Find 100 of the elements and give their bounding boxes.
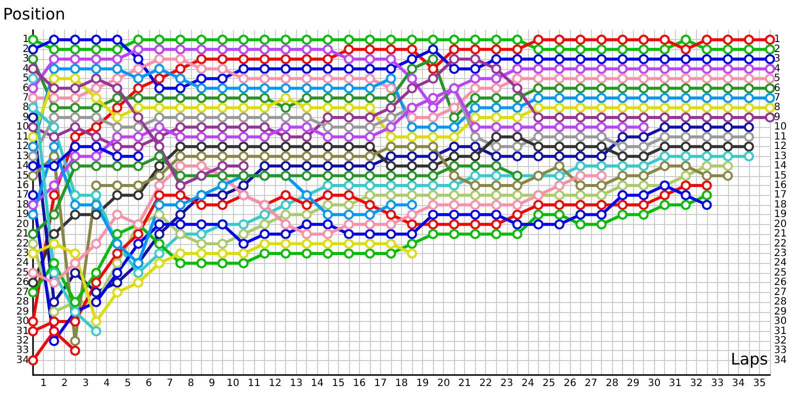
point: [407, 151, 418, 162]
point: [512, 190, 522, 200]
point: [660, 83, 670, 94]
point: [260, 112, 270, 122]
point: [428, 170, 438, 181]
point: [428, 74, 438, 84]
point: [618, 132, 628, 142]
point: [722, 142, 733, 152]
point: [154, 54, 164, 64]
x-tick-label: 10: [226, 378, 240, 389]
point: [154, 102, 164, 113]
point: [364, 34, 375, 45]
point: [618, 200, 628, 210]
point: [28, 326, 38, 336]
point: [449, 219, 460, 230]
point: [112, 102, 122, 113]
point: [91, 238, 102, 249]
point: [407, 210, 418, 220]
point: [554, 142, 564, 152]
point: [575, 54, 586, 64]
point: [702, 34, 712, 45]
point: [91, 151, 102, 162]
point: [596, 170, 607, 181]
point: [449, 200, 460, 210]
point: [112, 210, 122, 220]
point: [91, 44, 102, 54]
point: [470, 132, 480, 142]
point: [91, 190, 102, 200]
point: [428, 112, 438, 122]
point: [364, 248, 375, 259]
point: [49, 268, 60, 278]
point: [428, 44, 438, 54]
point: [660, 112, 670, 122]
point: [491, 54, 502, 64]
point: [575, 64, 586, 74]
point: [744, 151, 754, 162]
point: [386, 44, 396, 54]
point: [70, 248, 80, 259]
point: [196, 161, 206, 172]
point: [554, 180, 564, 190]
point: [133, 64, 144, 74]
point: [344, 190, 354, 200]
point: [280, 161, 291, 172]
point: [470, 210, 480, 220]
point: [386, 170, 396, 181]
y2-tick-label: 34: [774, 354, 787, 366]
x-tick-label: 13: [290, 378, 303, 389]
point: [491, 83, 502, 94]
point: [660, 161, 670, 172]
y-tick-label: 19: [16, 209, 29, 220]
point: [491, 112, 502, 122]
point: [533, 112, 544, 122]
point: [175, 170, 186, 181]
point: [196, 219, 206, 230]
point: [533, 200, 544, 210]
point: [49, 132, 60, 142]
point: [70, 74, 80, 84]
point: [133, 238, 144, 249]
y2-tick-label: 27: [774, 286, 787, 298]
y2-tick-label: 10: [774, 122, 787, 133]
point: [49, 64, 60, 74]
point: [91, 132, 102, 142]
point: [596, 44, 607, 54]
point: [618, 170, 628, 181]
point: [407, 142, 418, 152]
point: [449, 170, 460, 181]
point: [91, 180, 102, 190]
point: [133, 180, 144, 190]
point: [49, 93, 60, 104]
x-tick-label: 14: [310, 378, 324, 389]
point: [512, 34, 522, 45]
y-tick-label: 20: [16, 218, 29, 230]
point: [218, 34, 228, 45]
point: [638, 93, 649, 104]
point: [238, 248, 249, 259]
point: [154, 219, 164, 230]
point: [49, 151, 60, 162]
point: [596, 122, 607, 132]
point: [638, 102, 649, 113]
point: [554, 151, 564, 162]
point: [70, 54, 80, 64]
point: [260, 161, 270, 172]
point: [91, 64, 102, 74]
point: [322, 132, 333, 142]
point: [386, 151, 396, 162]
point: [91, 161, 102, 172]
point: [428, 219, 438, 230]
point: [28, 278, 38, 288]
point: [238, 83, 249, 94]
point: [302, 102, 312, 113]
point: [260, 229, 270, 240]
point: [364, 132, 375, 142]
point: [680, 190, 691, 200]
point: [28, 229, 38, 240]
point: [49, 74, 60, 84]
point: [112, 93, 122, 104]
point: [218, 112, 228, 122]
point: [407, 229, 418, 240]
point: [364, 74, 375, 84]
point: [364, 83, 375, 94]
